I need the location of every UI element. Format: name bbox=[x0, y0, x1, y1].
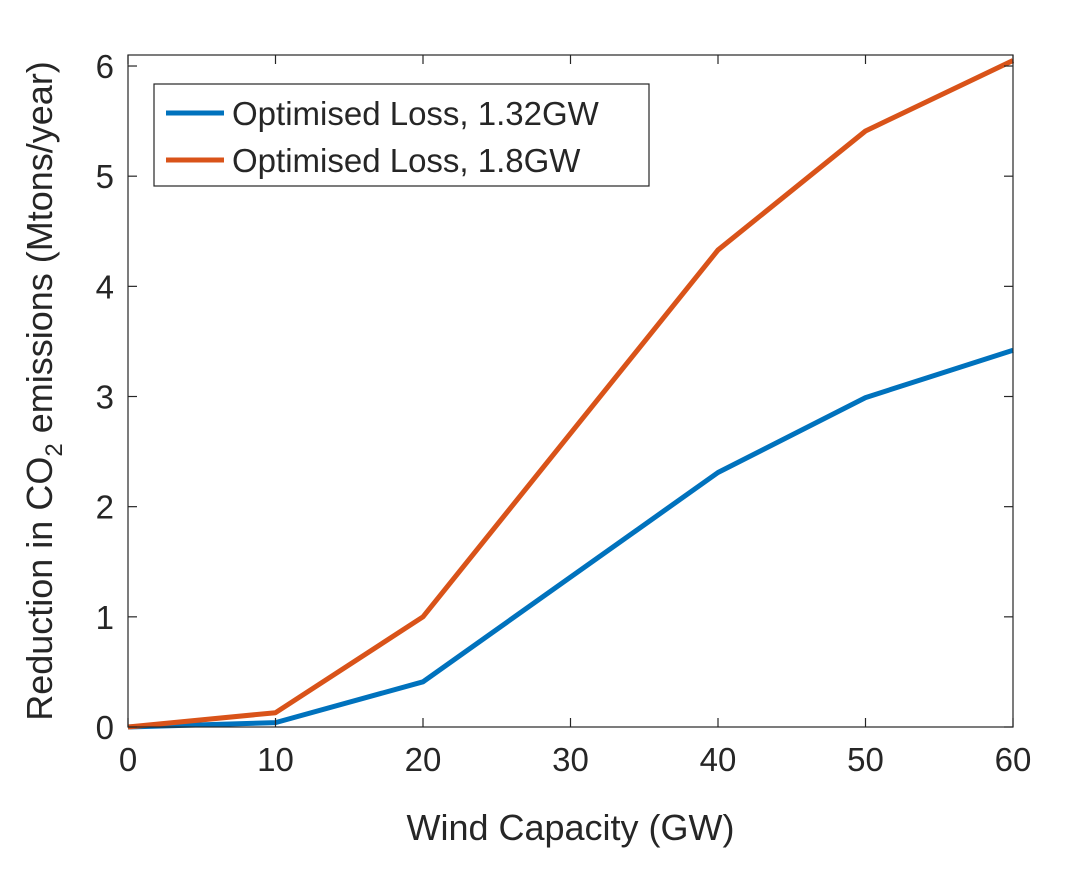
legend-label-series-2: Optimised Loss, 1.8GW bbox=[232, 142, 581, 179]
x-tick-label: 40 bbox=[700, 741, 737, 778]
series-layer bbox=[127, 58, 1015, 730]
x-tick-label: 30 bbox=[552, 741, 589, 778]
x-tick-label: 20 bbox=[405, 741, 442, 778]
series-line-2 bbox=[127, 58, 1015, 730]
legend-label-series-1: Optimised Loss, 1.32GW bbox=[232, 95, 600, 132]
y-axis-title-prefix: Reduction in CO bbox=[19, 457, 60, 721]
x-axis-title: Wind Capacity (GW) bbox=[406, 807, 734, 848]
x-axis-ticks: 0 10 20 30 40 50 60 bbox=[119, 55, 1032, 778]
y-tick-label: 5 bbox=[96, 158, 114, 195]
y-axis-title: Reduction in CO2 emissions (Mtons/year) bbox=[19, 61, 68, 721]
legend-box bbox=[153, 83, 650, 187]
x-tick-label: 0 bbox=[119, 741, 137, 778]
y-tick-label: 0 bbox=[96, 709, 114, 746]
x-tick-label: 60 bbox=[995, 741, 1032, 778]
y-tick-label: 6 bbox=[96, 48, 114, 85]
y-tick-label: 3 bbox=[96, 379, 114, 416]
y-axis-title-subscript: 2 bbox=[41, 443, 68, 456]
x-tick-label: 10 bbox=[257, 741, 294, 778]
y-tick-label: 2 bbox=[96, 489, 114, 526]
legend: Optimised Loss, 1.32GW Optimised Loss, 1… bbox=[153, 83, 650, 187]
series-line-1 bbox=[127, 347, 1014, 730]
y-tick-label: 4 bbox=[96, 268, 114, 305]
y-tick-label: 1 bbox=[96, 599, 114, 636]
y-axis-ticks: 0 1 2 3 4 5 6 bbox=[96, 48, 1013, 746]
y-axis-title-suffix: emissions (Mtons/year) bbox=[19, 61, 60, 443]
x-tick-label: 50 bbox=[847, 741, 884, 778]
